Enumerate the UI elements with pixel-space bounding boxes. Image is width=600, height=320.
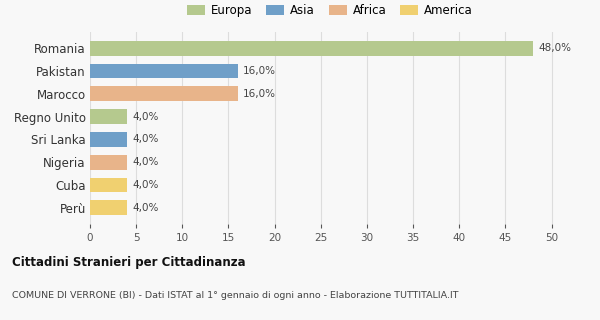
Text: 48,0%: 48,0% xyxy=(539,43,572,53)
Text: 4,0%: 4,0% xyxy=(133,203,159,213)
Text: 4,0%: 4,0% xyxy=(133,112,159,122)
Text: COMUNE DI VERRONE (BI) - Dati ISTAT al 1° gennaio di ogni anno - Elaborazione TU: COMUNE DI VERRONE (BI) - Dati ISTAT al 1… xyxy=(12,291,458,300)
Bar xyxy=(90,155,127,170)
Legend: Europa, Asia, Africa, America: Europa, Asia, Africa, America xyxy=(182,0,478,22)
Bar xyxy=(90,64,238,78)
Text: 16,0%: 16,0% xyxy=(243,66,276,76)
Bar xyxy=(90,132,127,147)
Bar xyxy=(90,178,127,192)
Text: Cittadini Stranieri per Cittadinanza: Cittadini Stranieri per Cittadinanza xyxy=(12,256,245,269)
Text: 4,0%: 4,0% xyxy=(133,180,159,190)
Text: 4,0%: 4,0% xyxy=(133,134,159,144)
Bar xyxy=(90,86,238,101)
Bar xyxy=(90,109,127,124)
Text: 16,0%: 16,0% xyxy=(243,89,276,99)
Text: 4,0%: 4,0% xyxy=(133,157,159,167)
Bar xyxy=(90,200,127,215)
Bar xyxy=(90,41,533,56)
